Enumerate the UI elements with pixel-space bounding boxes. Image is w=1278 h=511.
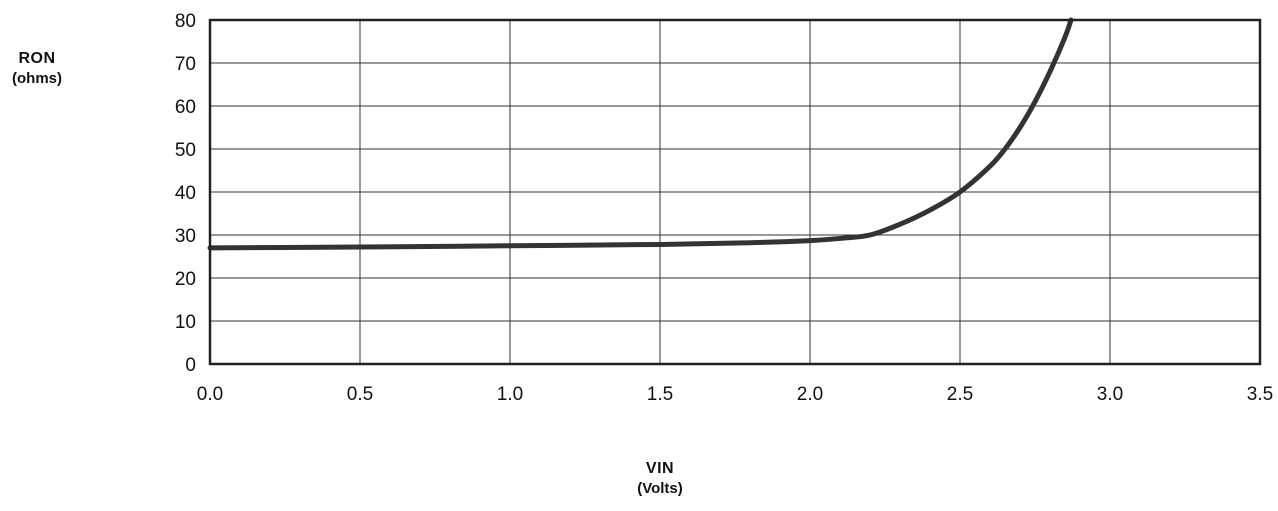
y-axis-unit: (ohms) bbox=[12, 70, 62, 87]
x-axis-title: VIN (Volts) bbox=[600, 460, 720, 497]
x-tick-label: 3.5 bbox=[1247, 384, 1273, 405]
y-tick-label: 70 bbox=[175, 54, 196, 75]
plot-frame bbox=[208, 18, 1262, 366]
y-tick-label: 60 bbox=[175, 97, 196, 118]
x-tick-label: 2.5 bbox=[947, 384, 973, 405]
series-lines bbox=[207, 17, 1074, 251]
y-axis-title: RON (ohms) bbox=[8, 50, 66, 87]
y-tick-label: 0 bbox=[185, 355, 196, 376]
y-tick-label: 80 bbox=[175, 11, 196, 32]
x-tick-label: 3.0 bbox=[1097, 384, 1123, 405]
x-tick-label: 0.5 bbox=[347, 384, 373, 405]
y-tick-label: 50 bbox=[175, 140, 196, 161]
x-tick-label: 2.0 bbox=[797, 384, 823, 405]
y-tick-label: 20 bbox=[175, 269, 196, 290]
x-axis-label: VIN bbox=[645, 460, 675, 477]
grid-lines bbox=[209, 19, 1261, 365]
y-axis-label: RON bbox=[18, 50, 56, 67]
x-tick-label: 1.0 bbox=[497, 384, 523, 405]
y-tick-label: 40 bbox=[175, 183, 196, 204]
y-tick-label: 30 bbox=[175, 226, 196, 247]
x-tick-label: 0.0 bbox=[197, 384, 223, 405]
x-axis-unit: (Volts) bbox=[637, 480, 683, 497]
tick-labels: 0.0 0.5 1.0 1.5 2.0 2.5 3.0 3.5 0 10 20 30 40 50 60 70 8… bbox=[175, 11, 1273, 405]
y-tick-label: 10 bbox=[175, 312, 196, 333]
x-tick-label: 1.5 bbox=[647, 384, 673, 405]
series-line bbox=[207, 17, 1074, 251]
